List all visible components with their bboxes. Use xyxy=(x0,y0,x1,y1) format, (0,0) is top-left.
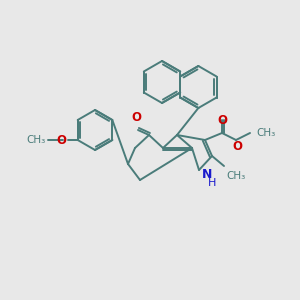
Text: O: O xyxy=(131,111,141,124)
Text: CH₃: CH₃ xyxy=(26,135,46,145)
Text: CH₃: CH₃ xyxy=(226,171,245,181)
Text: H: H xyxy=(208,178,216,188)
Text: O: O xyxy=(57,134,67,146)
Text: O: O xyxy=(232,140,242,152)
Text: N: N xyxy=(202,167,212,181)
Text: O: O xyxy=(217,114,227,127)
Text: CH₃: CH₃ xyxy=(256,128,275,138)
